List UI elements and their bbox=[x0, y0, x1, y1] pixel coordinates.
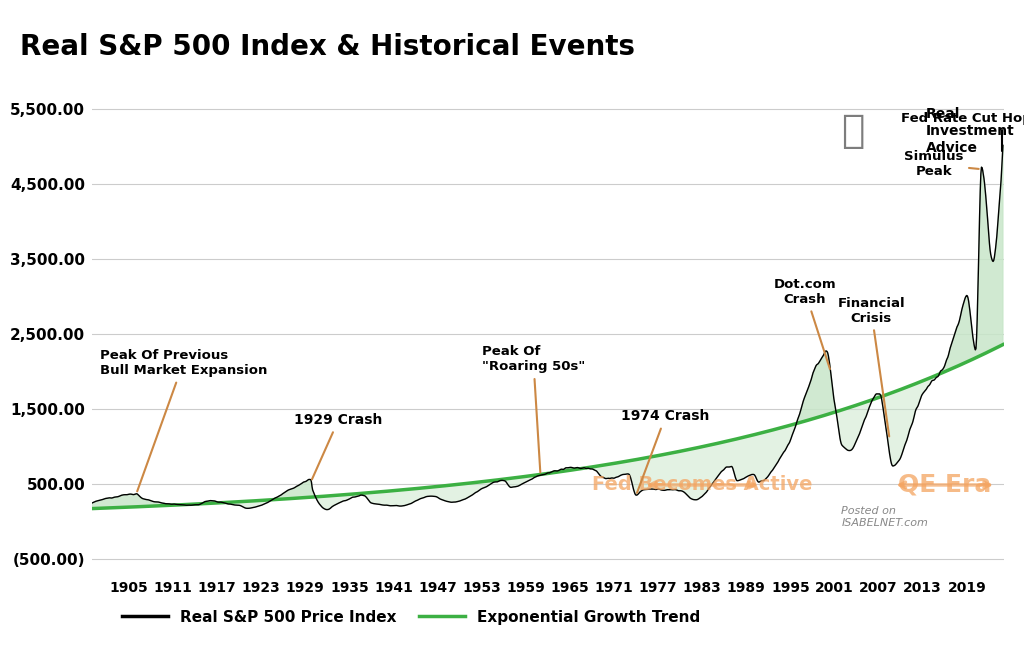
Text: Fed Becomes Active: Fed Becomes Active bbox=[592, 475, 812, 494]
Text: Fed Rate Cut Hopes: Fed Rate Cut Hopes bbox=[901, 112, 1024, 151]
Text: 🦅: 🦅 bbox=[842, 112, 865, 150]
Text: QE Era: QE Era bbox=[898, 473, 991, 497]
Text: Financial
Crisis: Financial Crisis bbox=[838, 297, 905, 436]
Text: Simulus
Peak: Simulus Peak bbox=[904, 150, 979, 178]
Text: 1974 Crash: 1974 Crash bbox=[622, 409, 710, 493]
Legend: Real S&P 500 Price Index, Exponential Growth Trend: Real S&P 500 Price Index, Exponential Gr… bbox=[116, 604, 707, 631]
Text: Posted on
ISABELNET.com: Posted on ISABELNET.com bbox=[842, 506, 928, 528]
Text: Real S&P 500 Index & Historical Events: Real S&P 500 Index & Historical Events bbox=[20, 33, 636, 61]
Text: Real
Investment
Advice: Real Investment Advice bbox=[926, 107, 1015, 156]
Text: 1929 Crash: 1929 Crash bbox=[294, 413, 383, 479]
Text: Peak Of
"Roaring 50s": Peak Of "Roaring 50s" bbox=[481, 345, 585, 473]
Text: Dot.com
Crash: Dot.com Crash bbox=[774, 278, 837, 369]
Text: Peak Of Previous
Bull Market Expansion: Peak Of Previous Bull Market Expansion bbox=[99, 349, 267, 491]
